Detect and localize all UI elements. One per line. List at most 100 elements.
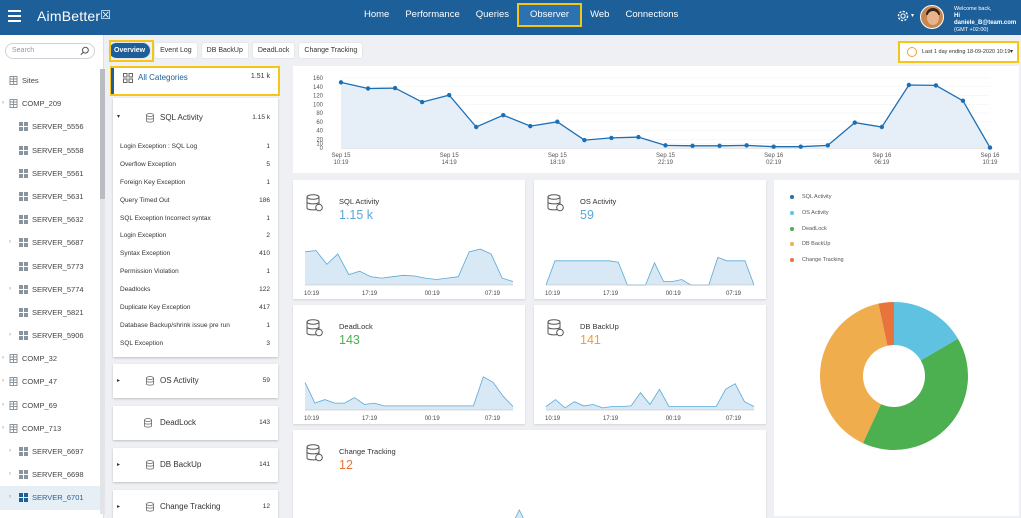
brand-logo[interactable]: AimBetter☒ [37,8,111,24]
nav-observer[interactable]: Observer [517,3,583,27]
category-header[interactable]: ▸ OS Activity 59 [113,364,278,398]
subcategory-item[interactable]: Login Exception : SQL Log 1 [113,138,278,156]
sidebar-item-comp_713[interactable]: › COMP_713 [0,417,102,440]
subcategory-item[interactable]: Overflow Exception 5 [113,156,278,174]
legend-item[interactable]: DeadLock [790,225,844,241]
data-point[interactable] [636,134,641,140]
data-point[interactable] [392,85,398,91]
expand-arrow-icon[interactable]: › [2,355,4,362]
caret-down-icon[interactable]: ▾ [117,114,121,120]
sidebar-item-comp_47[interactable]: › COMP_47 [0,370,102,393]
legend-item[interactable]: Change Tracking [790,256,844,272]
expand-arrow-icon[interactable]: › [9,448,11,454]
data-point[interactable] [825,143,830,148]
legend-item[interactable]: SQL Activity [790,193,844,209]
activity-card-deadlock[interactable]: DeadLock 143 10:19 17:19 00:19 07:19 [293,305,525,424]
tab-overview[interactable]: Overview [108,42,152,59]
data-point[interactable] [609,135,614,141]
search-icon[interactable] [80,46,90,56]
expand-arrow-icon[interactable]: › [9,285,11,292]
data-point[interactable] [744,143,749,148]
sidebar-item-comp_69[interactable]: › COMP_69 [0,394,102,417]
expand-arrow-icon[interactable]: › [2,424,4,431]
data-point[interactable] [663,143,668,148]
data-point[interactable] [717,143,722,149]
category-header[interactable]: ▸ DB BackUp 141 [113,448,278,482]
subcategory-item[interactable]: Database Backup/shrink issue pre run 1 [113,317,278,335]
activity-card-db-backup[interactable]: DB BackUp 141 10:19 17:19 00:19 07:19 [534,305,766,424]
sidebar-item-server_5556[interactable]: SERVER_5556 [0,115,102,138]
sidebar-item-server_5906[interactable]: › SERVER_5906 [0,324,102,347]
expand-arrow-icon[interactable]: › [9,239,11,246]
data-point[interactable] [555,119,560,124]
nav-performance[interactable]: Performance [405,9,460,20]
expand-arrow-icon[interactable]: › [9,471,11,478]
donut-slice-change-tracking[interactable] [878,302,894,346]
category-header[interactable]: DeadLock 143 [113,406,278,440]
nav-web[interactable]: Web [590,9,610,20]
categories-scrollbar[interactable] [100,69,105,514]
data-point[interactable] [906,82,912,88]
sidebar-item-server_6701[interactable]: › SERVER_6701 [0,486,102,510]
sidebar-item-server_6697[interactable]: › SERVER_6697 [0,440,102,463]
legend-item[interactable]: OS Activity [790,209,844,225]
caret-right-icon[interactable]: ▸ [117,504,121,510]
data-point[interactable] [987,145,993,150]
subcategory-item[interactable]: Permission Violation 1 [113,263,278,281]
sidebar-item-server_5558[interactable]: SERVER_5558 [0,139,102,162]
subcategory-item[interactable]: Deadlocks 122 [113,281,278,299]
data-point[interactable] [338,80,344,85]
expand-arrow-icon[interactable]: › [9,332,11,339]
data-point[interactable] [446,92,452,98]
tab-change-tracking[interactable]: Change Tracking [298,42,364,59]
expand-arrow-icon[interactable]: › [2,378,4,385]
tab-db-backup[interactable]: DB BackUp [200,42,249,59]
donut-slice-os-activity[interactable] [894,302,958,361]
sidebar-item-comp_32[interactable]: › COMP_32 [0,347,102,370]
sidebar-item-server_5774[interactable]: › SERVER_5774 [0,278,102,301]
subcategory-item[interactable]: Query Timed Out 186 [113,192,278,210]
data-point[interactable] [960,98,966,103]
sidebar-item-server_5773[interactable]: SERVER_5773 [0,255,102,278]
data-point[interactable] [690,143,695,149]
tab-event-log[interactable]: Event Log [154,42,198,59]
data-point[interactable] [798,144,803,149]
data-point[interactable] [474,124,479,130]
date-range-selector[interactable]: Last 1 day ending 18-09-2020 10:19 ▾ [898,41,1019,63]
sidebar-item-comp_209[interactable]: › COMP_209 [0,92,102,115]
activity-card-sql-activity[interactable]: SQL Activity 1.15 k 10:19 17:19 00:19 07:19 [293,180,525,299]
sidebar-item-server_6698[interactable]: › SERVER_6698 [0,463,102,486]
sidebar-item-server_5561[interactable]: SERVER_5561 [0,162,102,185]
data-point[interactable] [582,137,587,143]
activity-card-os-activity[interactable]: OS Activity 59 10:19 17:19 00:19 07:19 [534,180,766,299]
all-categories-item[interactable]: All Categories 1.51 k [110,66,280,96]
subcategory-item[interactable]: Login Exception 2 [113,227,278,245]
data-point[interactable] [528,123,533,129]
activity-card-change-tracking[interactable]: Change Tracking 12 [293,430,766,518]
expand-arrow-icon[interactable]: › [9,494,11,501]
expand-arrow-icon[interactable]: › [2,100,4,107]
subcategory-item[interactable]: SQL Exception 3 [113,335,278,353]
legend-item[interactable]: DB BackUp [790,240,844,256]
settings-caret-icon[interactable]: ▾ [911,13,915,19]
category-header[interactable]: ▾ SQL Activity 1.15 k [113,98,278,138]
sidebar-item-server_5631[interactable]: SERVER_5631 [0,185,102,208]
hamburger-menu-icon[interactable] [8,10,21,22]
sidebar-item-server_5687[interactable]: › SERVER_5687 [0,231,102,254]
subcategory-item[interactable]: SQL Exception Incorrect syntax 1 [113,210,278,228]
caret-right-icon[interactable]: ▸ [117,462,121,468]
data-point[interactable] [501,112,506,118]
expand-arrow-icon[interactable]: › [2,401,4,408]
subcategory-item[interactable]: Foreign Key Exception 1 [113,174,278,192]
tab-deadlock[interactable]: DeadLock [251,42,296,59]
sidebar-item-server_5632[interactable]: SERVER_5632 [0,208,102,231]
sidebar-item-sites[interactable]: Sites [0,69,102,92]
sidebar-item-server_5821[interactable]: SERVER_5821 [0,301,102,324]
subcategory-item[interactable]: Syntax Exception 410 [113,245,278,263]
data-point[interactable] [852,120,857,125]
category-header[interactable]: ▸ Change Tracking 12 [113,490,278,518]
data-point[interactable] [879,124,885,130]
data-point[interactable] [771,144,776,149]
data-point[interactable] [933,83,939,88]
avatar[interactable] [920,5,944,29]
